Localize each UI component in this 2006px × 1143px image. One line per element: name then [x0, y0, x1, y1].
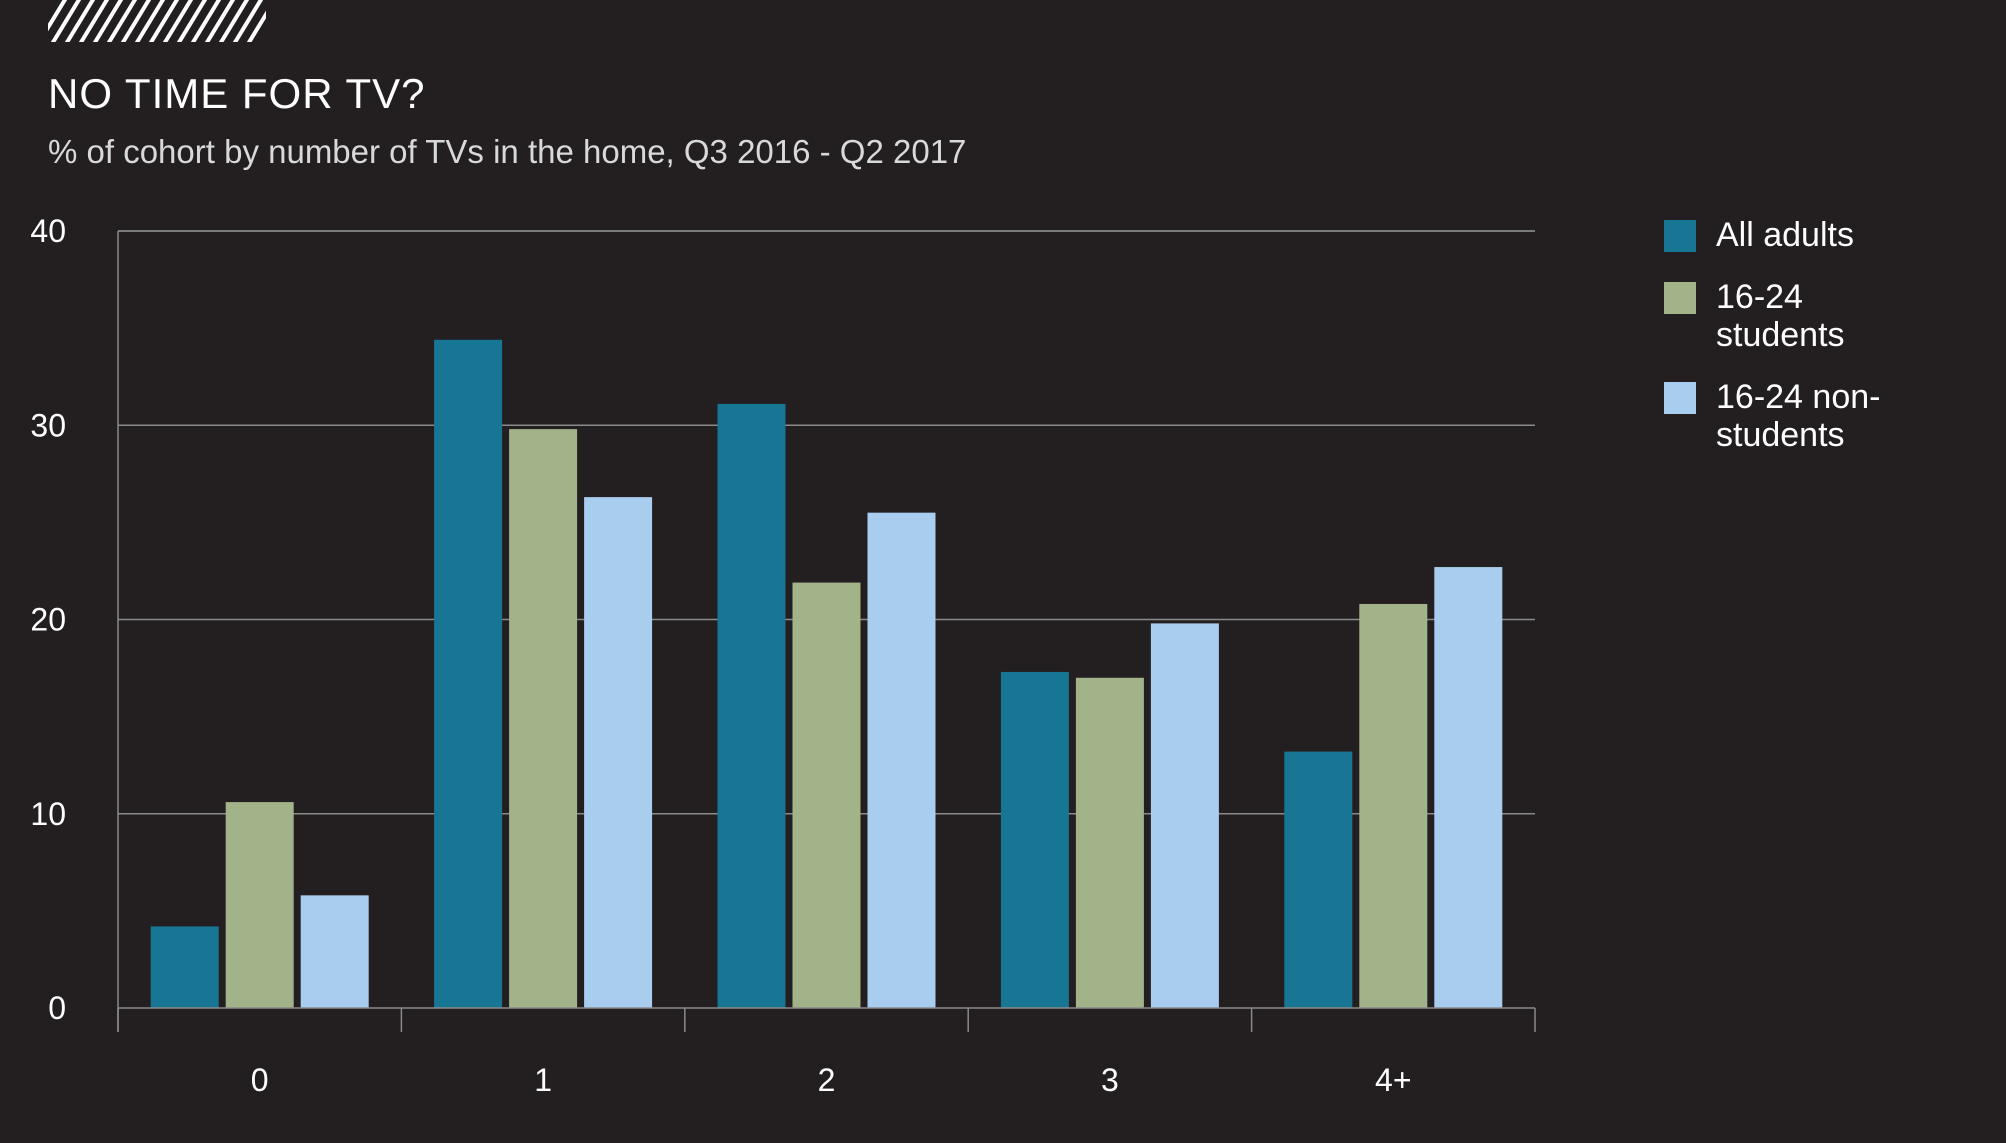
x-tick-label: 1: [534, 1062, 552, 1098]
bar-16-24-non-students-1: [584, 497, 652, 1008]
bar-16-24-students-1: [509, 429, 577, 1008]
x-tick-label: 4+: [1375, 1062, 1411, 1098]
y-tick-label: 20: [30, 602, 66, 638]
legend-swatch: [1664, 282, 1696, 314]
legend-item-16-24-students: 16-24 students: [1664, 278, 1984, 354]
bars: [151, 340, 1503, 1008]
bar-16-24-students-3: [1076, 678, 1144, 1008]
bar-16-24-non-students-3: [1151, 623, 1219, 1008]
bar-16-24-students-0: [226, 802, 294, 1008]
legend-item-all-adults: All adults: [1664, 216, 1984, 254]
legend-item-16-24-non-students: 16-24 non-students: [1664, 378, 1984, 454]
bar-16-24-students-2: [793, 583, 861, 1008]
bar-all-adults-3: [1001, 672, 1069, 1008]
bar-all-adults-1: [434, 340, 502, 1008]
legend-label: All adults: [1716, 216, 1916, 254]
y-tick-label: 30: [30, 407, 66, 443]
legend-label: 16-24 students: [1716, 278, 1916, 354]
legend-swatch: [1664, 382, 1696, 414]
bar-16-24-students-4+: [1359, 604, 1427, 1008]
bar-all-adults-0: [151, 926, 219, 1008]
bar-all-adults-4+: [1284, 752, 1352, 1008]
x-tick-label: 3: [1101, 1062, 1119, 1098]
bar-16-24-non-students-4+: [1434, 567, 1502, 1008]
legend-label: 16-24 non-students: [1716, 378, 1916, 454]
bar-16-24-non-students-2: [868, 513, 936, 1008]
x-tick-label: 0: [251, 1062, 269, 1098]
y-tick-label: 10: [30, 796, 66, 832]
bar-all-adults-2: [718, 404, 786, 1008]
x-tick-label: 2: [818, 1062, 836, 1098]
bar-chart: 0 10 20 30 40 0 1 2 3 4+: [0, 0, 2006, 1143]
legend: All adults 16-24 students 16-24 non-stud…: [1664, 216, 1984, 478]
y-tick-label: 0: [48, 990, 66, 1026]
bar-16-24-non-students-0: [301, 895, 369, 1008]
y-tick-label: 40: [30, 213, 66, 249]
legend-swatch: [1664, 220, 1696, 252]
